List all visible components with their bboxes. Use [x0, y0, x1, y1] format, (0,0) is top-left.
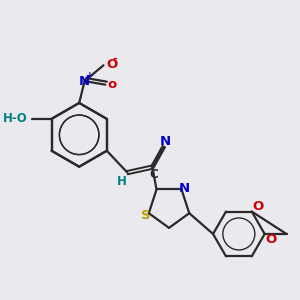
Text: N: N	[160, 134, 171, 148]
Text: H: H	[116, 175, 126, 188]
Text: O: O	[106, 58, 117, 70]
Text: O: O	[253, 200, 264, 213]
Text: N: N	[79, 75, 90, 88]
Text: o: o	[108, 78, 117, 91]
Text: N: N	[179, 182, 190, 195]
Text: C: C	[149, 168, 158, 181]
Text: -: -	[113, 54, 117, 64]
Text: H-O: H-O	[2, 112, 27, 125]
Text: O: O	[266, 233, 277, 246]
Text: S: S	[141, 208, 151, 221]
Text: +: +	[86, 71, 94, 80]
